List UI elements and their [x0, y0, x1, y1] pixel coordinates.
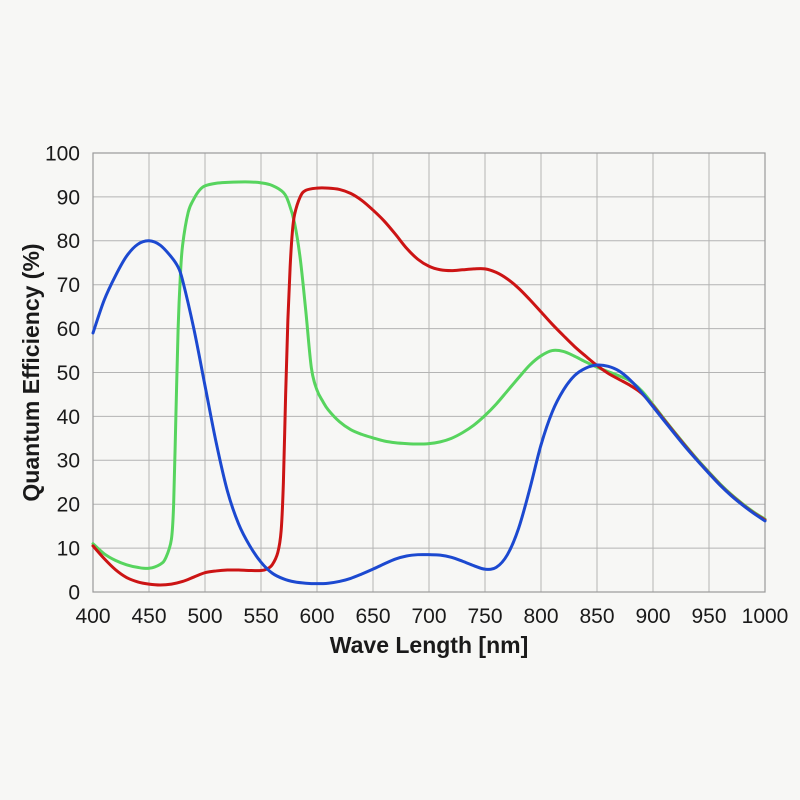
y-tick-label: 50 [57, 362, 80, 385]
y-tick-labels: 0 10 20 30 40 50 60 70 80 90 100 [45, 142, 80, 604]
x-tick-label: 650 [355, 605, 390, 628]
x-tick-label: 450 [131, 605, 166, 628]
y-tick-label: 10 [57, 537, 80, 560]
x-tick-label: 750 [467, 605, 502, 628]
y-tick-label: 60 [57, 318, 80, 341]
y-tick-label: 90 [57, 186, 80, 209]
x-tick-label: 1000 [742, 605, 789, 628]
blue-channel-curve [91, 239, 767, 586]
y-tick-label: 0 [68, 581, 80, 604]
y-tick-label: 80 [57, 230, 80, 253]
y-axis-title: Quantum Efficiency (%) [18, 243, 44, 501]
series-layer [91, 180, 767, 587]
y-tick-label: 70 [57, 274, 80, 297]
x-tick-label: 800 [523, 605, 558, 628]
x-tick-label: 900 [635, 605, 670, 628]
y-tick-label: 20 [57, 494, 80, 517]
x-axis-title: Wave Length [nm] [330, 632, 528, 658]
y-tick-label: 30 [57, 450, 80, 473]
x-tick-label: 550 [243, 605, 278, 628]
x-tick-labels: 400 450 500 550 600 650 700 750 800 850 900 950 1000 [75, 605, 788, 628]
plot-border [92, 152, 766, 593]
y-tick-label: 100 [45, 142, 80, 165]
x-tick-label: 700 [411, 605, 446, 628]
grid-layer [92, 152, 766, 593]
x-tick-label: 950 [691, 605, 726, 628]
x-tick-label: 600 [299, 605, 334, 628]
y-tick-label: 40 [57, 406, 80, 429]
x-tick-label: 400 [75, 605, 110, 628]
x-tick-label: 850 [579, 605, 614, 628]
x-tick-label: 500 [187, 605, 222, 628]
